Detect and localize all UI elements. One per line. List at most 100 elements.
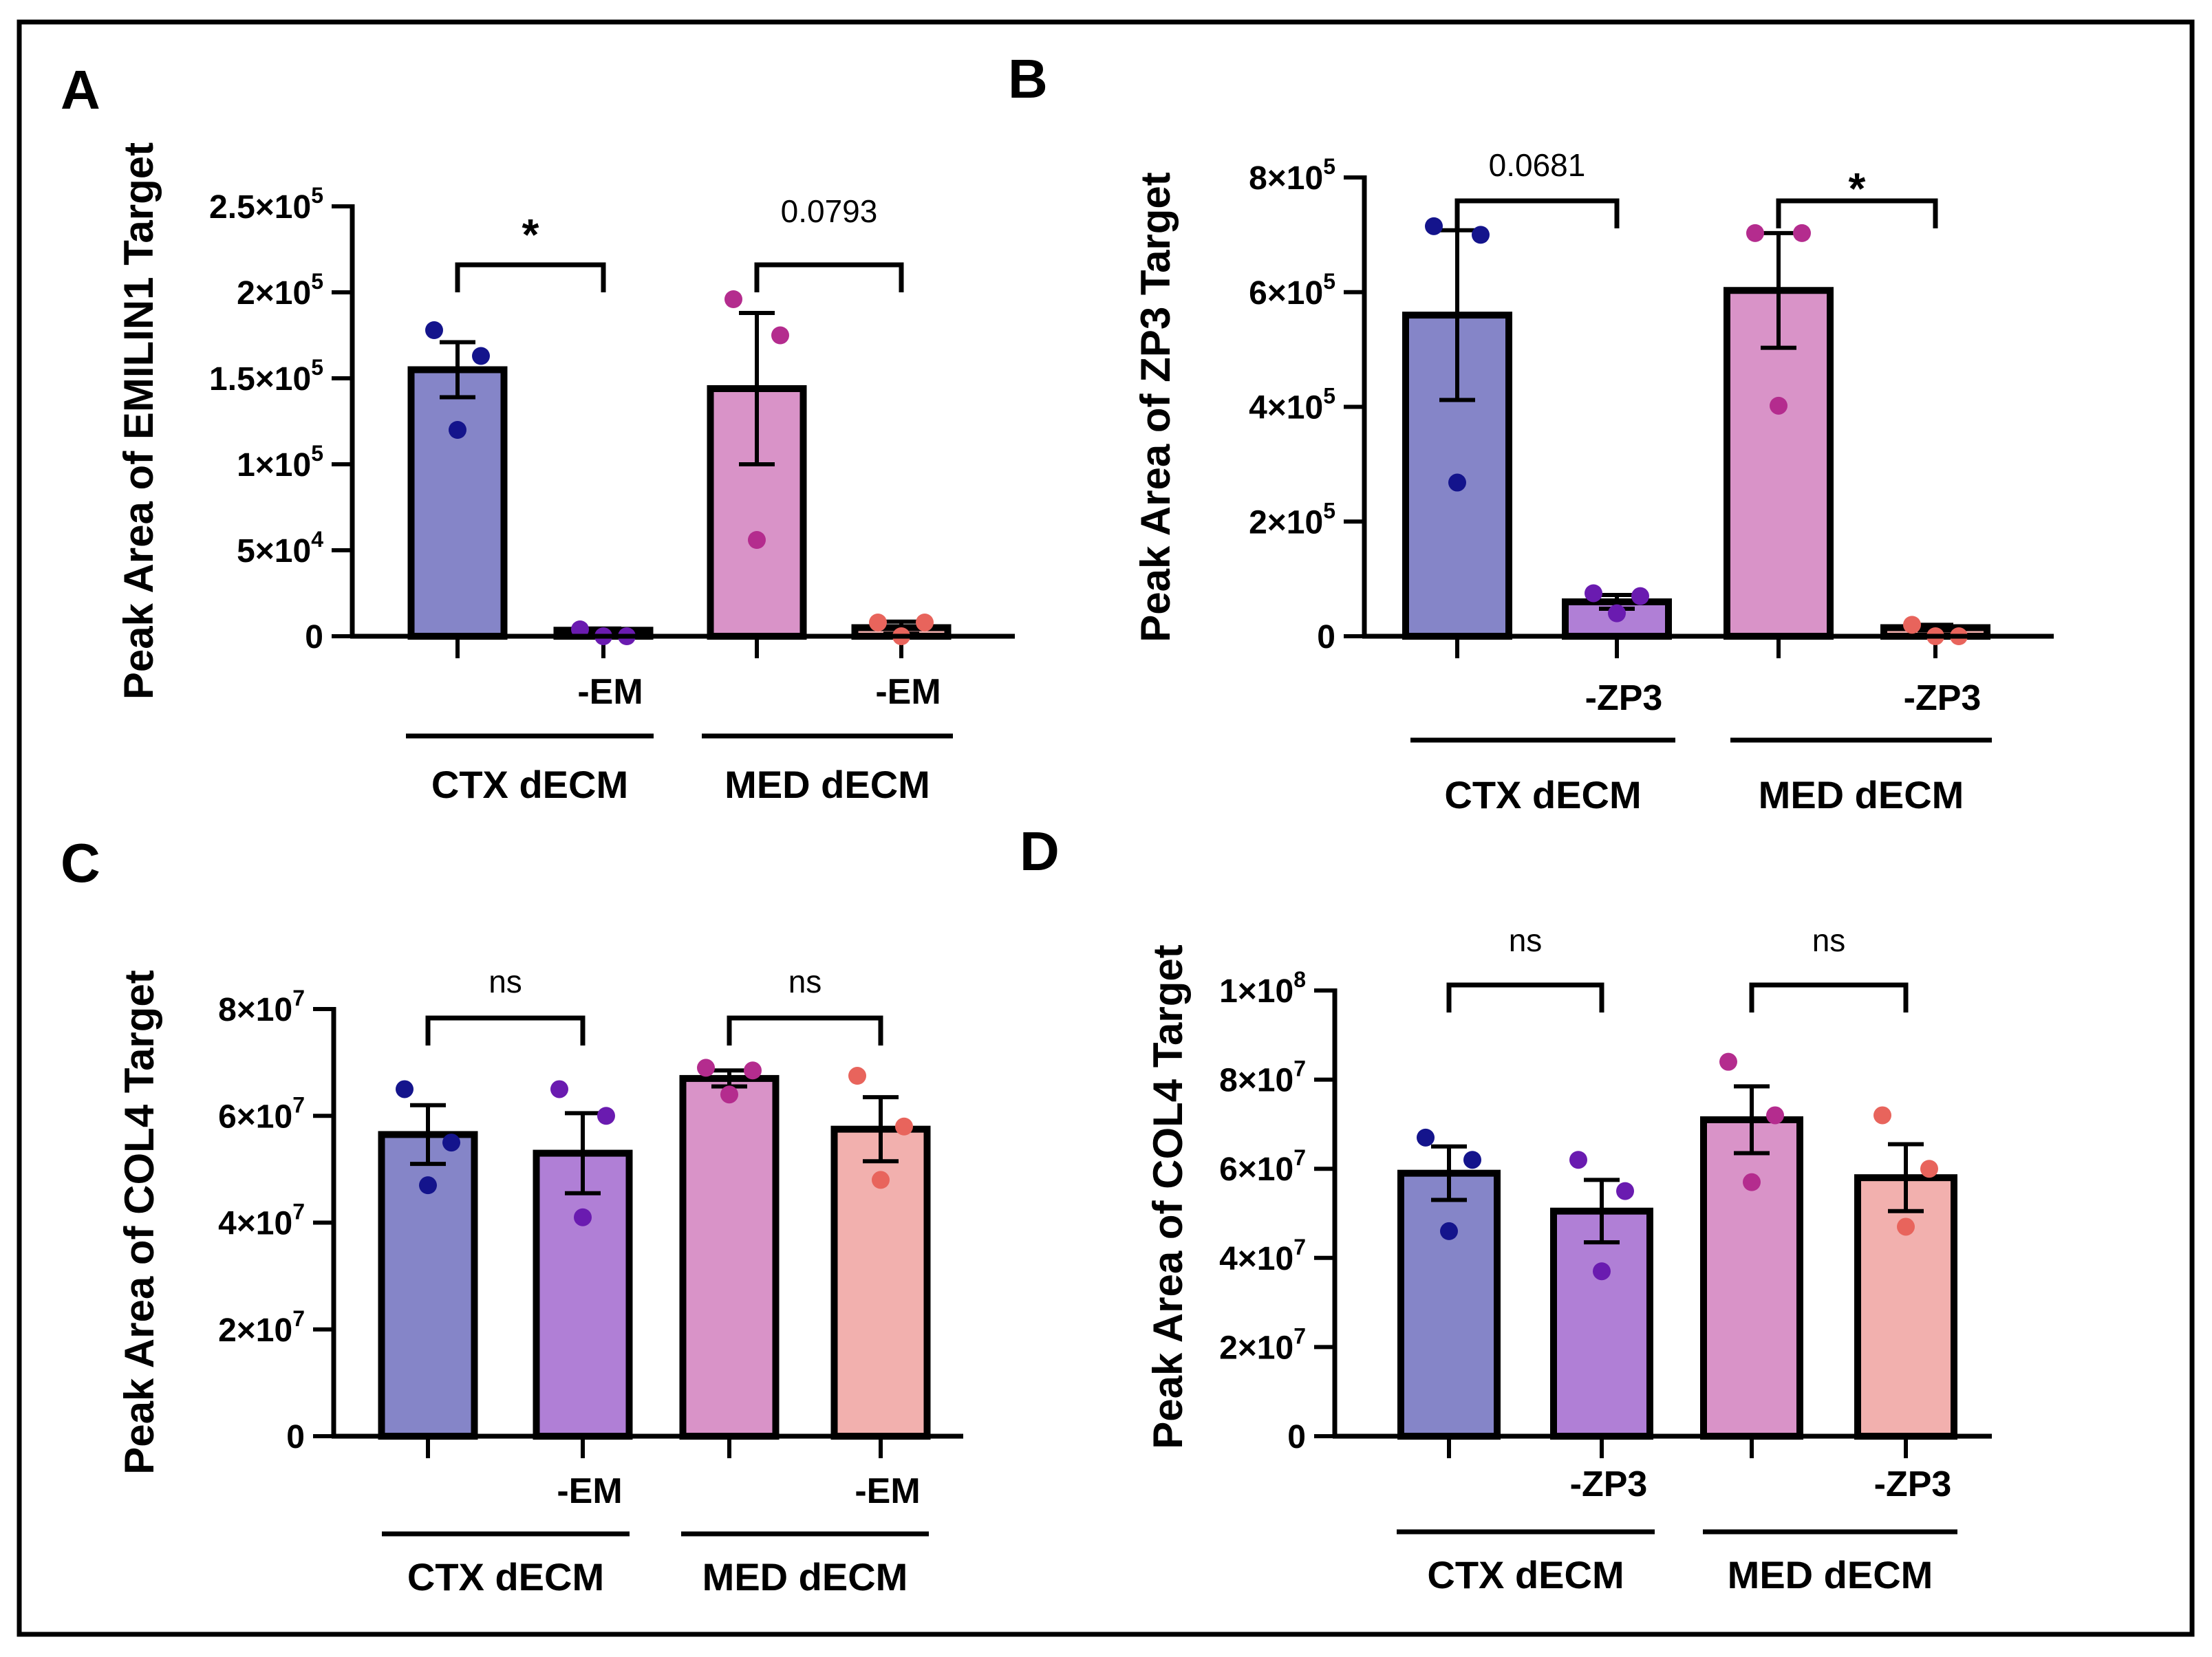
y-tick-label: 0: [286, 1419, 305, 1455]
data-point: [1746, 224, 1764, 242]
data-point: [724, 290, 742, 308]
y-tick-label: 6×107: [1219, 1145, 1306, 1188]
data-point: [1719, 1052, 1737, 1071]
y-tick-label: 2×107: [218, 1306, 305, 1349]
data-point: [1903, 616, 1921, 634]
y-tick-label: 1×108: [1219, 967, 1306, 1010]
data-point: [872, 1171, 890, 1189]
data-point: [1616, 1182, 1634, 1200]
significance-bracket: [425, 1015, 586, 1046]
group-label: CTX dECM: [1427, 1553, 1624, 1596]
data-point: [1440, 1222, 1458, 1240]
group-label: MED dECM: [1728, 1553, 1933, 1596]
data-point: [1631, 587, 1649, 605]
y-tick-label: 2×105: [237, 269, 323, 312]
data-point: [1463, 1151, 1481, 1169]
y-tick-label: 6×105: [1249, 269, 1335, 312]
y-tick-label: 2.5×105: [209, 183, 323, 226]
panel-d: D Peak Area of COL4 Target 0 2×107 4×107 6×10…: [1020, 821, 1992, 1596]
bar: [407, 366, 508, 640]
group-label: MED dECM: [1759, 773, 1964, 816]
data-point: [748, 531, 766, 549]
significance-label: 0.0681: [1489, 147, 1586, 183]
y-axis-label: Peak Area of COL4 Target: [1145, 944, 1191, 1449]
y-tick-exponent: 7: [1293, 1057, 1306, 1081]
data-point: [442, 1134, 460, 1152]
y-axis-label: Peak Area of COL4 Target: [116, 970, 162, 1475]
data-point: [396, 1080, 414, 1098]
y-tick-exponent: 7: [292, 1092, 305, 1117]
significance-label: *: [1849, 164, 1866, 213]
y-axis-label: Peak Area of EMILIN1 Target: [116, 142, 162, 700]
data-point: [449, 421, 466, 439]
bar-label: -EM: [557, 1471, 622, 1511]
data-point: [425, 321, 443, 339]
y-tick-exponent: 5: [311, 441, 323, 466]
y-tick-exponent: 5: [1323, 498, 1335, 523]
panel-c: C Peak Area of COL4 Target 0 2×107 4×107 6×10…: [61, 832, 963, 1599]
data-point: [895, 1117, 913, 1136]
y-tick-exponent: 5: [1323, 269, 1335, 294]
y-tick-label: 4×107: [218, 1200, 305, 1242]
bar-label: -EM: [577, 672, 643, 712]
significance-bracket: [1776, 198, 1938, 228]
data-point: [1920, 1160, 1938, 1178]
panel-b: B Peak Area of ZP3 Target 0 2×105 4×105 6×105…: [1008, 48, 2054, 816]
figure-border: [17, 19, 2195, 1637]
y-tick-exponent: 8: [1293, 967, 1306, 992]
y-tick-exponent: 7: [292, 986, 305, 1010]
y-tick-label: 0: [305, 619, 323, 656]
bar: [679, 1074, 780, 1440]
y-tick-exponent: 4: [311, 527, 323, 552]
significance-label: ns: [488, 964, 522, 999]
data-point: [1417, 1128, 1435, 1147]
panel-a: A Peak Area of EMILIN1 Target 0 5×104 1×105 1…: [61, 59, 1015, 806]
data-point: [550, 1080, 568, 1098]
data-point: [1425, 217, 1443, 235]
bar-label: -ZP3: [1585, 678, 1663, 718]
y-tick-label: 2×105: [1249, 498, 1335, 541]
y-tick-label: 1×105: [237, 441, 323, 484]
y-tick-exponent: 5: [311, 269, 323, 294]
y-tick-label: 0: [1287, 1419, 1306, 1455]
group-label: CTX dECM: [407, 1555, 604, 1599]
y-tick-label: 2×107: [1219, 1323, 1306, 1366]
data-point: [597, 1107, 615, 1125]
y-tick-label: 0: [1317, 619, 1335, 656]
significance-bracket: [1749, 982, 1909, 1012]
data-point: [1873, 1106, 1891, 1125]
data-point: [869, 614, 887, 631]
bar-label: -EM: [855, 1471, 920, 1511]
significance-bracket: [1454, 198, 1620, 228]
significance-bracket: [754, 262, 904, 292]
bar: [1700, 1116, 1803, 1440]
data-point: [1770, 396, 1787, 415]
data-point: [574, 1208, 592, 1226]
data-point: [1897, 1217, 1915, 1236]
data-point: [1766, 1106, 1784, 1125]
data-point: [916, 614, 934, 631]
data-point: [720, 1085, 738, 1104]
data-point: [848, 1067, 866, 1085]
bar-label: -ZP3: [1874, 1464, 1952, 1504]
y-tick-label: 5×104: [237, 527, 323, 570]
y-tick-exponent: 5: [311, 183, 323, 208]
significance-bracket: [1446, 982, 1604, 1012]
bar-label: -EM: [875, 672, 941, 712]
bar: [1397, 1169, 1501, 1440]
y-axis-label: Peak Area of ZP3 Target: [1132, 172, 1179, 642]
panel-letter: A: [61, 59, 100, 120]
y-tick-exponent: 7: [292, 1306, 305, 1331]
data-point: [697, 1059, 715, 1077]
bar: [1854, 1174, 1957, 1440]
y-tick-exponent: 7: [1293, 1323, 1306, 1348]
panel-letter: D: [1020, 821, 1060, 882]
y-tick-exponent: 5: [1323, 154, 1335, 179]
data-point: [1793, 224, 1811, 242]
group-label: MED dECM: [724, 763, 930, 806]
y-tick-exponent: 7: [1293, 1235, 1306, 1259]
data-point: [1743, 1173, 1761, 1191]
y-tick-label: 4×107: [1219, 1235, 1306, 1277]
